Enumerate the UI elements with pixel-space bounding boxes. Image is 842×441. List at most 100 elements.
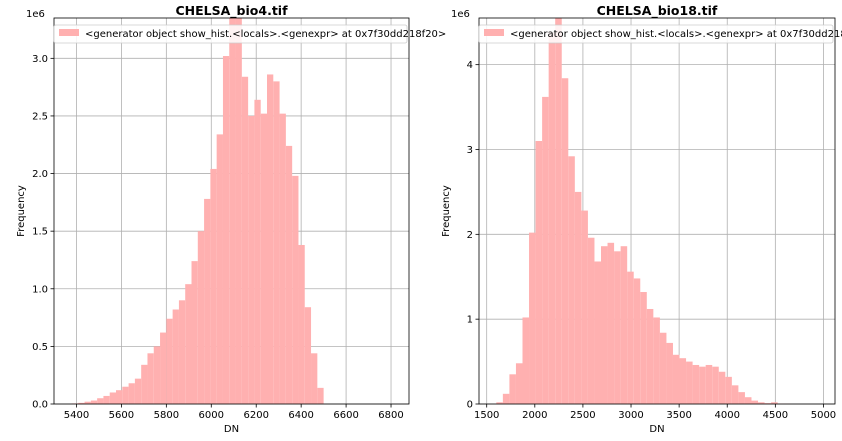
histogram-bar bbox=[78, 402, 85, 404]
histogram-bars bbox=[71, 18, 324, 405]
histogram-bar bbox=[285, 145, 293, 405]
histogram-bar bbox=[535, 141, 543, 404]
histogram-bar bbox=[633, 278, 641, 404]
histogram-bar bbox=[758, 402, 765, 404]
x-tick-label: 2000 bbox=[522, 410, 547, 421]
histogram-bar bbox=[574, 191, 582, 404]
histogram-bar bbox=[191, 261, 198, 404]
histogram-bar bbox=[771, 402, 778, 404]
histogram-bar bbox=[185, 284, 192, 404]
histogram-bar bbox=[666, 342, 673, 404]
histogram-bar bbox=[292, 175, 299, 404]
x-tick-label: 5800 bbox=[154, 410, 179, 421]
x-tick-label: 5400 bbox=[64, 410, 89, 421]
y-tick-label: 3.0 bbox=[32, 54, 48, 65]
histogram-bar bbox=[581, 210, 588, 404]
x-tick-label: 3500 bbox=[666, 410, 691, 421]
histogram-bar bbox=[317, 387, 324, 404]
legend: <generator object show_hist.<locals>.<ge… bbox=[53, 24, 446, 44]
x-tick-label: 6000 bbox=[199, 410, 224, 421]
histogram-bar bbox=[561, 78, 569, 404]
x-tick-label: 4500 bbox=[763, 410, 788, 421]
histogram-bar bbox=[601, 246, 608, 404]
histogram-bar bbox=[614, 251, 621, 404]
y-tick-label: 2 bbox=[467, 230, 473, 241]
x-tick-label: 5600 bbox=[109, 410, 134, 421]
y-ticks: 0 1 2 3 4 bbox=[467, 60, 479, 411]
y-tick-label: 0 bbox=[467, 400, 473, 411]
y-tick-label: 1 bbox=[467, 315, 473, 326]
y-tick-label: 1.5 bbox=[32, 227, 48, 238]
histogram-bar bbox=[116, 390, 123, 404]
x-tick-label: 4000 bbox=[715, 410, 740, 421]
x-tick-label: 3000 bbox=[618, 410, 643, 421]
histogram-bar bbox=[128, 383, 135, 404]
histogram-bar bbox=[273, 81, 280, 404]
histogram-bar bbox=[672, 354, 680, 404]
histogram-bar bbox=[509, 374, 516, 404]
y-tick-label: 4 bbox=[467, 60, 473, 71]
histogram-bar bbox=[751, 400, 759, 404]
histogram-bar bbox=[241, 76, 249, 405]
legend-label: <generator object show_hist.<locals>.<ge… bbox=[510, 29, 842, 40]
x-tick-label: 5000 bbox=[811, 410, 836, 421]
histogram-bar bbox=[90, 400, 98, 404]
histogram-bar bbox=[692, 364, 700, 404]
histogram-bar bbox=[109, 392, 117, 404]
x-tick-label: 6200 bbox=[243, 410, 268, 421]
histogram-bar bbox=[134, 378, 142, 404]
axes-frame bbox=[478, 17, 836, 405]
histogram-bar bbox=[248, 115, 255, 404]
x-ticks: 1500 2000 2500 3000 3500 4000 4500 5000 bbox=[474, 404, 836, 421]
histogram-bar bbox=[222, 56, 230, 405]
histogram-bar bbox=[166, 318, 173, 404]
histogram-bar bbox=[712, 366, 719, 404]
histogram-bar bbox=[555, 18, 562, 404]
histogram-bar bbox=[686, 361, 693, 404]
y-ticks: 0.0 0.5 1.0 1.5 2.0 2.5 3.0 bbox=[32, 54, 54, 411]
histogram-bar bbox=[738, 392, 745, 404]
chart-title: CHELSA_bio18.tif bbox=[597, 3, 718, 19]
axes-frame bbox=[53, 17, 410, 405]
histogram-bar bbox=[210, 168, 217, 404]
y-offset-label: 1e6 bbox=[451, 9, 470, 20]
histogram-bar bbox=[141, 364, 148, 404]
histogram-bar bbox=[679, 358, 687, 404]
histogram-bar bbox=[515, 363, 523, 404]
histogram-bar bbox=[548, 32, 556, 405]
histogram-bar bbox=[254, 99, 261, 404]
histogram-bar bbox=[103, 395, 110, 404]
histogram-bar bbox=[718, 371, 726, 404]
histogram-bar bbox=[587, 237, 595, 404]
histogram-bar bbox=[172, 309, 179, 404]
legend-box bbox=[478, 24, 834, 44]
histogram-bar bbox=[311, 353, 318, 404]
y-axis-label: Frequency bbox=[16, 185, 27, 237]
x-tick-label: 2500 bbox=[570, 410, 595, 421]
x-tick-label: 6800 bbox=[378, 410, 403, 421]
histogram-bar bbox=[279, 113, 286, 405]
histogram-bar bbox=[607, 242, 615, 404]
histogram-bar bbox=[764, 403, 772, 404]
y-tick-label: 2.5 bbox=[32, 111, 48, 122]
legend-box bbox=[53, 24, 408, 44]
histogram-bar bbox=[659, 332, 667, 404]
histogram-bar bbox=[204, 198, 211, 404]
legend-patch bbox=[59, 29, 79, 36]
histogram-bar bbox=[699, 366, 706, 404]
histogram-bar bbox=[542, 96, 549, 405]
histogram-bar bbox=[304, 307, 312, 404]
histogram-bar bbox=[568, 156, 575, 404]
y-tick-label: 3 bbox=[467, 145, 473, 156]
histogram-bar bbox=[653, 317, 660, 404]
y-tick-label: 0.0 bbox=[32, 400, 48, 411]
histogram-bar bbox=[197, 231, 205, 404]
chart-title: CHELSA_bio4.tif bbox=[175, 3, 288, 19]
legend-label: <generator object show_hist.<locals>.<ge… bbox=[85, 29, 446, 40]
histogram-bar bbox=[529, 232, 536, 404]
histogram-bar bbox=[522, 317, 530, 404]
histogram-bar bbox=[725, 376, 732, 404]
histogram-bar bbox=[744, 397, 752, 404]
histogram-bar bbox=[298, 244, 305, 404]
